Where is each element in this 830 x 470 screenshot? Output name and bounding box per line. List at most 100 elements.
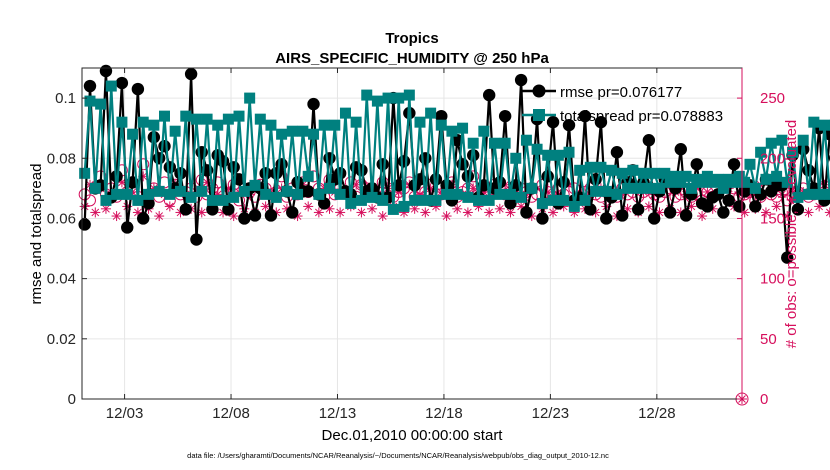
spread-point bbox=[760, 173, 772, 185]
rmse-point bbox=[663, 206, 677, 219]
spread-point bbox=[190, 113, 202, 125]
spread-point bbox=[595, 161, 607, 173]
obs-evaluated-stroke bbox=[91, 208, 100, 217]
spread-point bbox=[717, 182, 729, 194]
y-tick-label: 0.08 bbox=[47, 150, 76, 167]
rmse-point bbox=[137, 212, 150, 225]
obs-evaluated-point bbox=[90, 207, 101, 218]
x-tick-label: 12/23 bbox=[532, 405, 570, 422]
rmse-point bbox=[557, 176, 570, 189]
spread-point bbox=[643, 182, 655, 194]
spread-point bbox=[813, 188, 825, 200]
spread-point bbox=[143, 188, 155, 200]
rmse-point bbox=[727, 158, 741, 171]
spread-point bbox=[765, 137, 777, 149]
spread-point bbox=[419, 194, 431, 206]
spread-point bbox=[755, 146, 767, 158]
spread-point bbox=[515, 191, 527, 203]
rmse-point bbox=[546, 115, 560, 129]
rmse-point bbox=[514, 73, 528, 87]
rmse-point bbox=[131, 82, 145, 96]
rmse-point bbox=[674, 143, 687, 156]
rmse-point bbox=[802, 164, 815, 177]
spread-point bbox=[654, 182, 665, 194]
spread-point bbox=[510, 152, 522, 164]
spread-point bbox=[196, 185, 208, 197]
spread-point bbox=[217, 194, 229, 206]
spread-point bbox=[568, 200, 580, 212]
spread-point bbox=[276, 128, 288, 140]
obs-evaluated-point bbox=[420, 207, 431, 218]
spread-point bbox=[100, 194, 112, 206]
legend-rmse-marker bbox=[532, 84, 546, 98]
rmse-point bbox=[286, 206, 299, 219]
spread-point bbox=[728, 176, 740, 188]
obs-evaluated-stroke bbox=[102, 204, 110, 213]
obs-evaluated-stroke bbox=[134, 208, 142, 217]
spread-point bbox=[792, 191, 804, 203]
spread-point bbox=[520, 134, 532, 146]
spread-point bbox=[467, 137, 479, 149]
y-tick-label: 0.06 bbox=[47, 210, 76, 227]
spread-point bbox=[664, 176, 676, 188]
spread-point bbox=[95, 98, 107, 110]
rmse-point bbox=[142, 197, 155, 210]
spread-point bbox=[137, 116, 149, 128]
rmse-point bbox=[701, 200, 714, 213]
rmse-point bbox=[541, 170, 554, 183]
obs-evaluated-stroke bbox=[762, 208, 770, 217]
spread-point bbox=[329, 119, 341, 131]
spread-point bbox=[712, 173, 724, 185]
rmse-point bbox=[632, 203, 645, 216]
y2-tick-label: 250 bbox=[760, 90, 785, 107]
spread-point bbox=[787, 146, 799, 158]
spread-point bbox=[526, 182, 538, 194]
spread-point bbox=[233, 110, 245, 122]
rmse-point bbox=[355, 164, 368, 177]
obs-evaluated-stroke bbox=[453, 204, 462, 213]
spread-point bbox=[803, 188, 815, 200]
rmse-point bbox=[307, 97, 320, 111]
obs-evaluated-point bbox=[548, 207, 559, 218]
rmse-point bbox=[302, 185, 315, 198]
spread-point bbox=[701, 170, 713, 182]
obs-evaluated-stroke bbox=[118, 178, 126, 187]
spread-point bbox=[473, 194, 485, 206]
spread-point bbox=[430, 194, 442, 206]
obs-evaluated-point bbox=[803, 207, 814, 218]
obs-evaluated-stroke bbox=[261, 202, 270, 211]
obs-evaluated-stroke bbox=[464, 208, 472, 217]
rmse-point bbox=[83, 79, 97, 93]
obs-evaluated-stroke bbox=[469, 184, 478, 193]
spread-point bbox=[584, 161, 596, 173]
rmse-point bbox=[600, 212, 613, 225]
rmse-point bbox=[562, 118, 576, 132]
spread-point bbox=[739, 176, 751, 188]
spread-point bbox=[627, 164, 639, 176]
obs-evaluated-point bbox=[484, 207, 495, 218]
obs-evaluated-stroke bbox=[421, 208, 430, 217]
spread-point bbox=[659, 167, 671, 179]
spread-point bbox=[382, 92, 394, 104]
spread-point bbox=[616, 167, 628, 179]
rmse-point bbox=[323, 152, 336, 165]
x-axis-label: Dec.01,2010 00:00:00 start bbox=[322, 427, 504, 444]
rmse-point bbox=[717, 206, 730, 219]
rmse-point bbox=[781, 251, 794, 264]
obs-evaluated-point bbox=[154, 211, 165, 222]
obs-evaluated-stroke bbox=[506, 208, 515, 217]
spread-point bbox=[558, 194, 570, 206]
x-tick-label: 12/08 bbox=[212, 405, 250, 422]
spread-point bbox=[324, 182, 335, 194]
spread-point bbox=[249, 179, 261, 191]
spread-point bbox=[212, 119, 224, 131]
rmse-point bbox=[163, 161, 177, 174]
rmse-point bbox=[115, 76, 129, 90]
spread-point bbox=[313, 188, 325, 200]
rmse-point bbox=[333, 167, 347, 180]
obs-evaluated-stroke bbox=[527, 212, 536, 220]
obs-evaluated-point bbox=[313, 207, 324, 218]
spread-point bbox=[148, 119, 160, 131]
spread-point bbox=[590, 185, 602, 197]
